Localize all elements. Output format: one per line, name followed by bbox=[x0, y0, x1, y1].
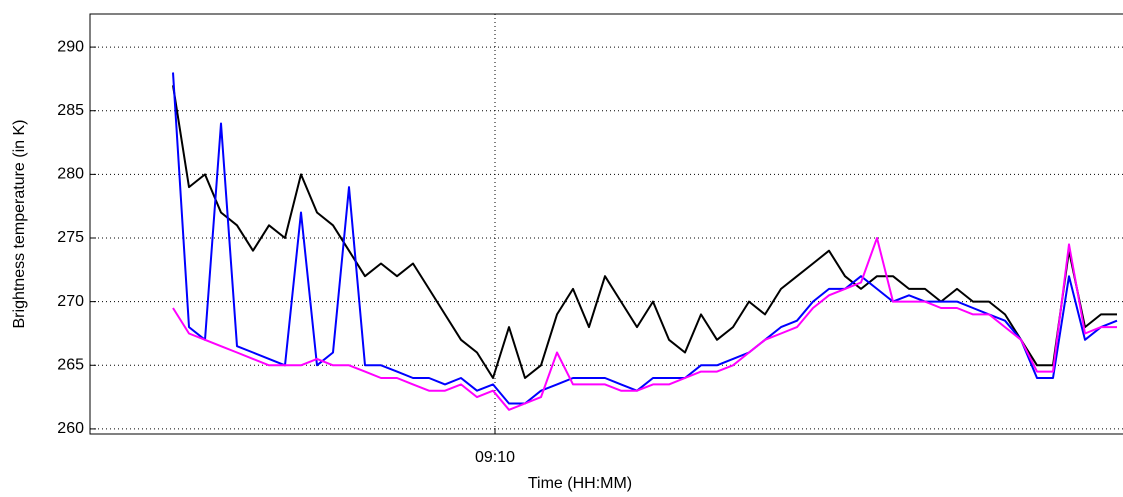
data-line bbox=[172, 72, 1118, 405]
data-line bbox=[172, 85, 1117, 379]
y-tick-label: 275 bbox=[57, 229, 84, 246]
y-tick-label: 260 bbox=[57, 420, 84, 437]
y-tick-label: 270 bbox=[57, 293, 84, 310]
y-tick-label: 265 bbox=[57, 356, 84, 373]
y-axis-label: Brightness temperature (in K) bbox=[11, 120, 28, 329]
x-tick-label: 09:10 bbox=[475, 449, 515, 466]
y-tick-label: 280 bbox=[57, 166, 84, 183]
axes-frame bbox=[89, 13, 1123, 435]
y-tick-label: 285 bbox=[57, 102, 84, 119]
y-tick-label: 290 bbox=[57, 38, 84, 55]
data-line bbox=[172, 237, 1117, 411]
x-axis-label: Time (HH:MM) bbox=[528, 475, 632, 492]
